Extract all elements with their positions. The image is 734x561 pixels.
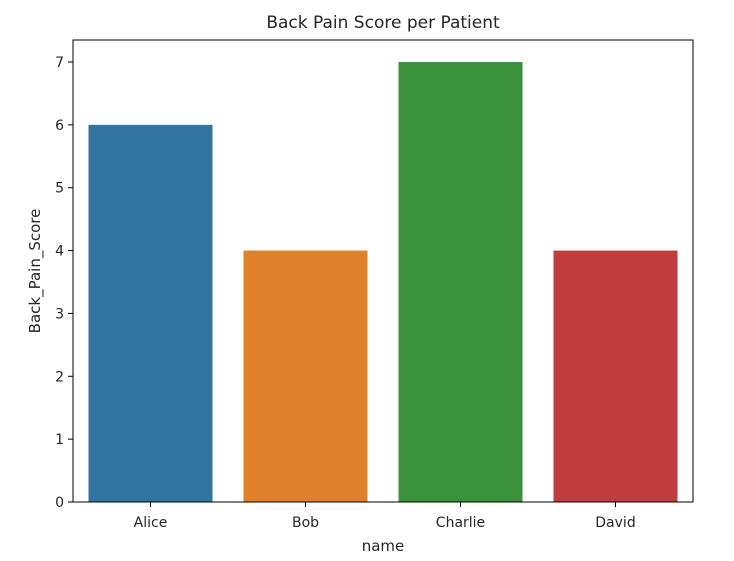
y-tick-label: 3 <box>55 306 64 322</box>
bar-charlie <box>398 62 523 502</box>
y-axis-label: Back_Pain_Score <box>26 209 45 334</box>
bars-layer <box>88 62 678 502</box>
y-tick-label: 0 <box>55 495 64 511</box>
chart-title: Back Pain Score per Patient <box>266 13 500 33</box>
bar-bob <box>243 250 368 502</box>
x-tick-label: Bob <box>292 515 319 531</box>
y-tick-label: 1 <box>55 432 64 448</box>
x-tick-label: Charlie <box>436 515 485 531</box>
x-tick-label: Alice <box>134 515 168 531</box>
y-axis-ticks: 0 1 2 3 4 5 6 7 <box>55 55 73 511</box>
x-tick-label: David <box>595 515 635 531</box>
bar-david <box>553 250 678 502</box>
y-tick-label: 5 <box>55 181 64 197</box>
y-tick-label: 6 <box>55 118 64 134</box>
bar-alice <box>88 124 213 502</box>
y-tick-label: 7 <box>55 55 64 71</box>
y-tick-label: 4 <box>55 244 64 260</box>
x-axis-ticks: Alice Bob Charlie David <box>134 502 636 531</box>
x-axis-label: name <box>362 537 405 555</box>
y-tick-label: 2 <box>55 369 64 385</box>
plot-frame <box>72 39 694 503</box>
